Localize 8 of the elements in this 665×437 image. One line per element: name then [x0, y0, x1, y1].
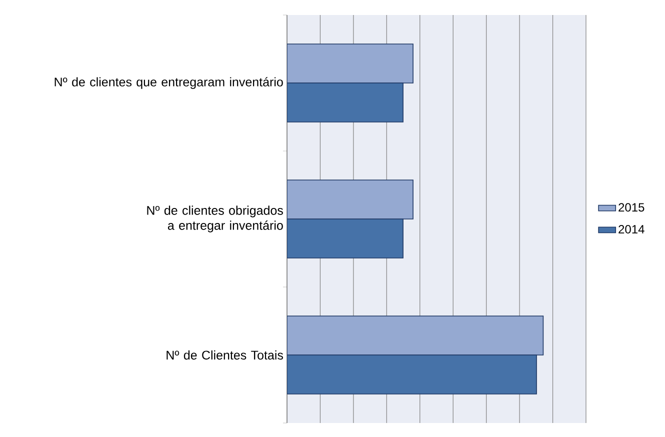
- y-tick-label: Nº de clientes que entregaram inventário: [54, 77, 283, 89]
- legend-label: 2015: [618, 203, 644, 212]
- y-tick-label: Nº de clientes obrigados a entregar inventário: [147, 206, 283, 232]
- bar: [287, 180, 414, 220]
- legend-label: 2014: [618, 225, 644, 234]
- bar: [287, 44, 414, 84]
- y-tick-label: Nº de Clientes Totais: [166, 350, 284, 360]
- bar: [287, 316, 544, 356]
